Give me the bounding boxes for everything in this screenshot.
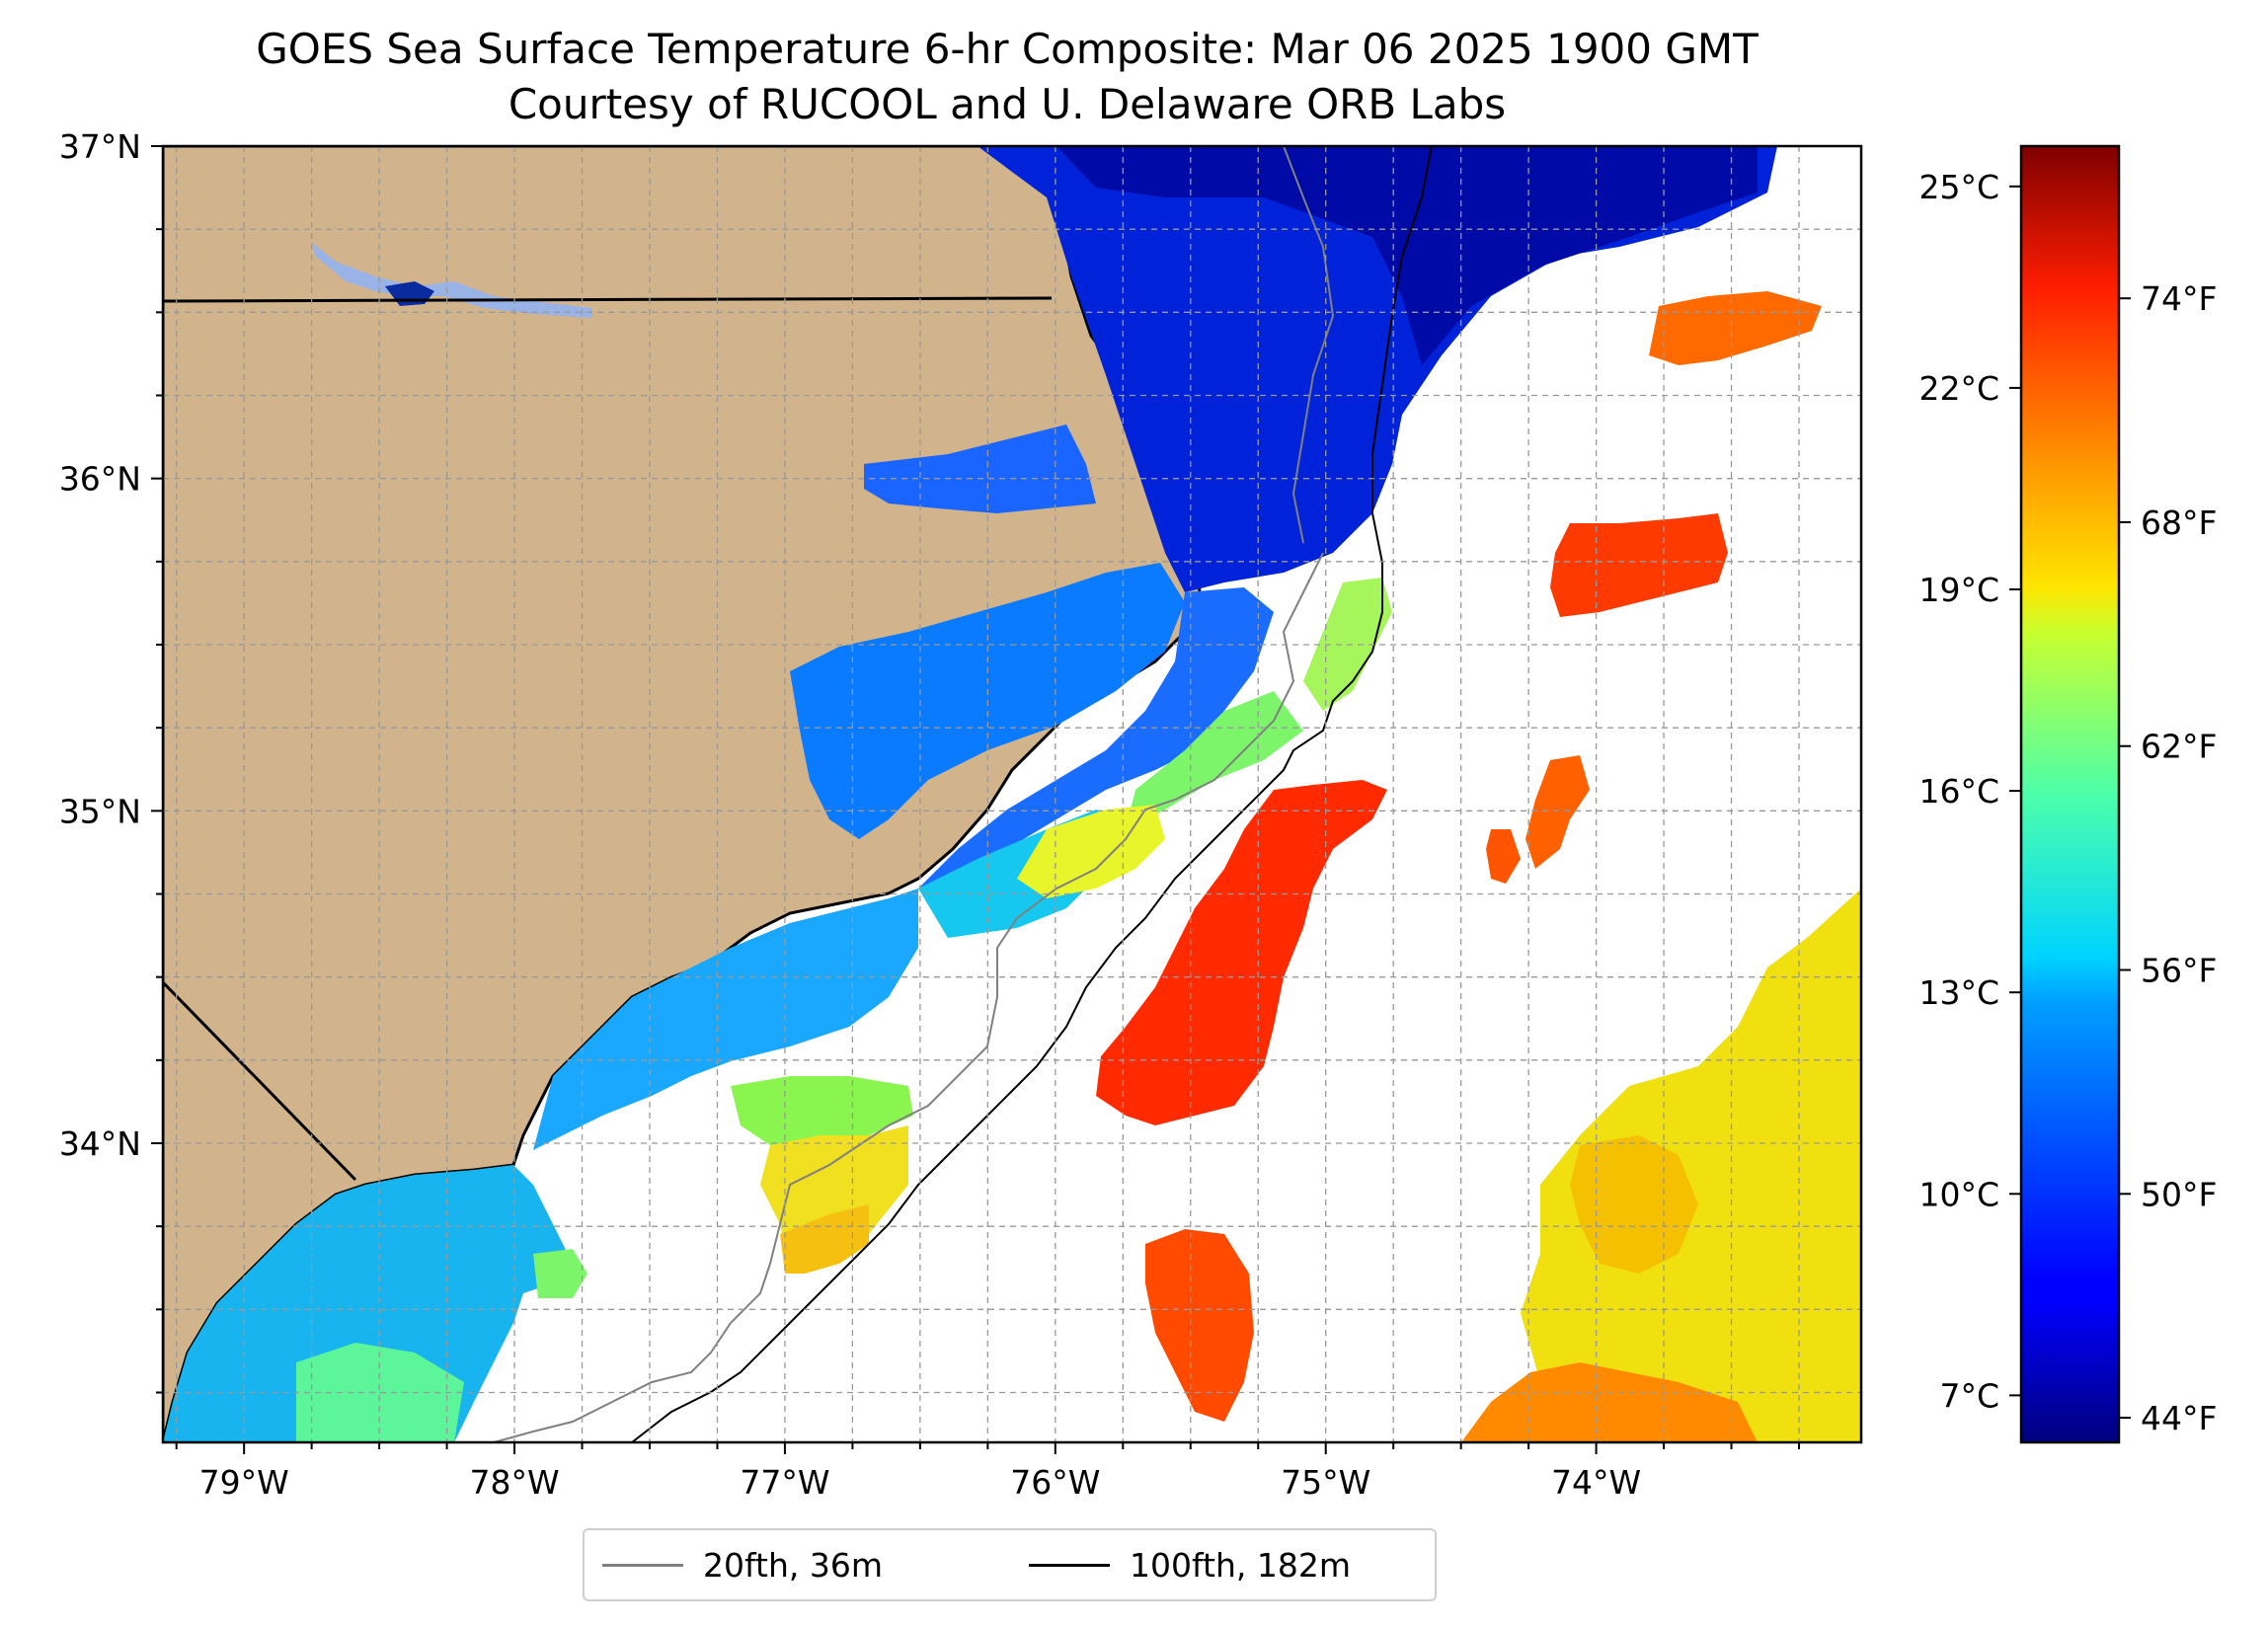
sst-onslow-orange xyxy=(780,1204,869,1274)
sst-cape-fear-green xyxy=(533,1249,587,1298)
sst-shelf-green-north xyxy=(1126,691,1303,829)
sst-offshore-orange-mid xyxy=(1570,1135,1698,1274)
colorbar-fahrenheit-label: 74°F xyxy=(2141,279,2217,318)
colorbar-fahrenheit-label: 62°F xyxy=(2141,728,2217,766)
sst-nearshore-darkest xyxy=(1056,146,1758,365)
sst-offshore-eddy-3 xyxy=(1525,755,1590,869)
colorbar-celsius-label: 16°C xyxy=(1918,772,1999,811)
sst-onslow-bay xyxy=(533,889,918,1150)
sst-shelf-yellow-green xyxy=(1017,805,1165,898)
legend-item-20fth: 20fth, 36m xyxy=(602,1530,883,1599)
colorbar-celsius-label: 19°C xyxy=(1918,571,1999,609)
sst-gulf-stream-south xyxy=(1145,1229,1254,1422)
lon-tick-label: 74°W xyxy=(1551,1463,1641,1502)
colorbar-fahrenheit-label: 50°F xyxy=(2141,1175,2217,1213)
legend-label-20fth: 20fth, 36m xyxy=(703,1545,883,1585)
sst-offshore-eddy-1 xyxy=(1550,513,1728,617)
colorbar-fahrenheit-label: 68°F xyxy=(2141,503,2217,542)
isobath-20fth xyxy=(493,552,1324,1442)
kerr-lake xyxy=(311,242,592,318)
colorbar xyxy=(2019,144,2121,1444)
map-title: GOES Sea Surface Temperature 6-hr Compos… xyxy=(256,25,1759,73)
colorbar-fahrenheit-label: 56°F xyxy=(2141,952,2217,990)
colorbar-celsius-label: 25°C xyxy=(1918,168,1999,206)
sst-nearshore-north xyxy=(978,146,1777,592)
map-axis-ticks: 79°W 78°W 77°W 76°W 75°W 74°W 37°N 36°N 35°N 34°N xyxy=(59,127,1801,1502)
state-border-nc-sc xyxy=(163,980,357,1182)
lat-tick-label: 36°N xyxy=(59,460,141,499)
sst-offshore-warm-east xyxy=(1521,889,1861,1442)
isobath-legend: 20fth, 36m 100fth, 182m xyxy=(583,1528,1437,1601)
isobath-20fth-north xyxy=(1283,146,1335,544)
albemarle-sound xyxy=(864,425,1096,513)
sst-offshore-orange-south xyxy=(1461,1362,1758,1442)
lat-tick-label: 34°N xyxy=(59,1124,141,1163)
sst-onslow-green xyxy=(731,1076,913,1145)
lon-tick-label: 75°W xyxy=(1281,1463,1370,1502)
legend-item-100fth: 100fth, 182m xyxy=(1029,1530,1351,1599)
legend-label-100fth: 100fth, 182m xyxy=(1130,1545,1351,1585)
map-gridlines xyxy=(163,146,1861,1442)
map-content xyxy=(163,146,1861,1442)
sst-offshore-eddy-2 xyxy=(1649,291,1822,365)
lat-tick-label: 37°N xyxy=(59,127,141,166)
lon-tick-label: 77°W xyxy=(740,1463,829,1502)
lat-tick-label: 35°N xyxy=(59,792,141,830)
colorbar-celsius-label: 10°C xyxy=(1918,1175,1999,1213)
lon-tick-label: 78°W xyxy=(469,1463,559,1502)
colorbar-fahrenheit-label: 44°F xyxy=(2141,1399,2217,1437)
sst-outer-banks xyxy=(918,587,1274,908)
sst-gulf-stream-north xyxy=(1096,780,1387,1125)
isobaths xyxy=(163,146,1433,1442)
legend-swatch-20fth xyxy=(602,1563,683,1567)
colorbar-ticks: 25°C 22°C 19°C 16°C 13°C 10°C 7°C 74°F 68°F 62°F 5… xyxy=(1918,168,2217,1437)
colorbar-celsius-label: 7°C xyxy=(1939,1376,1999,1415)
legend-swatch-100fth xyxy=(1029,1563,1110,1567)
sst-offshore-eddy-4 xyxy=(1486,829,1521,884)
map-frame xyxy=(161,144,1863,1444)
isobath-100fth xyxy=(631,146,1433,1442)
lon-tick-label: 76°W xyxy=(1010,1463,1100,1502)
sst-long-bay xyxy=(163,1165,573,1442)
colorbar-celsius-label: 13°C xyxy=(1918,973,1999,1012)
lon-tick-label: 79°W xyxy=(199,1463,289,1502)
map-subtitle: Courtesy of RUCOOL and U. Delaware ORB L… xyxy=(508,80,1507,128)
colorbar-celsius-label: 22°C xyxy=(1918,369,1999,408)
